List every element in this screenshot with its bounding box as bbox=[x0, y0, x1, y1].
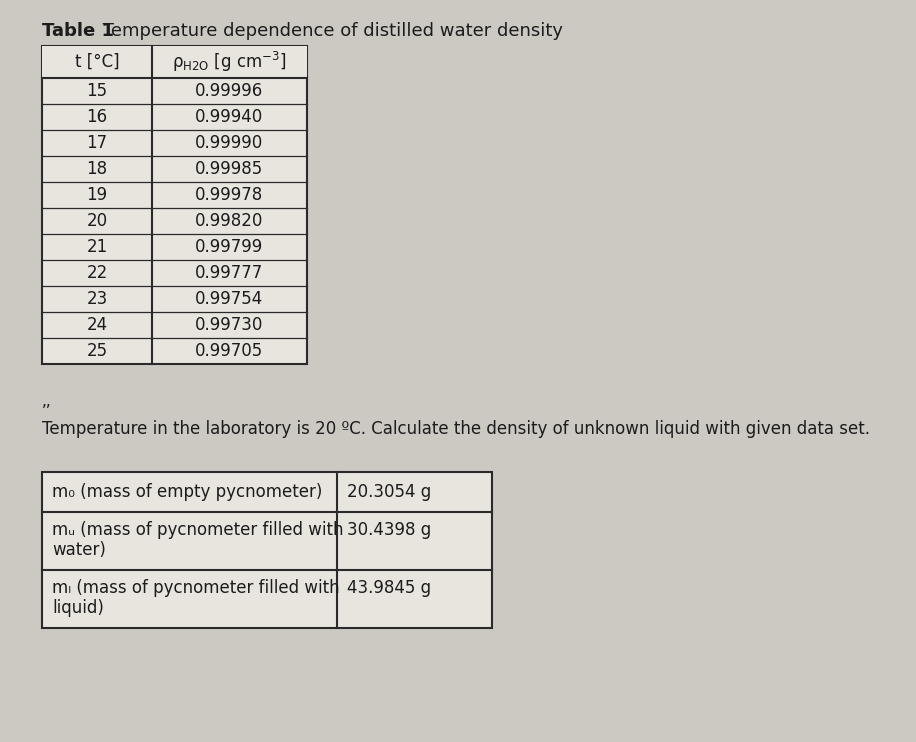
Text: 18: 18 bbox=[86, 160, 107, 178]
Bar bbox=[42, 46, 307, 78]
Text: 0.99705: 0.99705 bbox=[195, 342, 264, 360]
Text: $\mathregular{\rho_{H2O}}$ [g cm$^{-3}$]: $\mathregular{\rho_{H2O}}$ [g cm$^{-3}$] bbox=[172, 50, 287, 74]
Text: 0.99777: 0.99777 bbox=[195, 264, 264, 282]
Text: Temperature dependence of distilled water density: Temperature dependence of distilled wate… bbox=[97, 22, 563, 40]
Text: mₗ (mass of pycnometer filled with: mₗ (mass of pycnometer filled with bbox=[52, 579, 340, 597]
Text: 25: 25 bbox=[86, 342, 107, 360]
Text: 16: 16 bbox=[86, 108, 107, 126]
Text: 22: 22 bbox=[86, 264, 107, 282]
Text: 23: 23 bbox=[86, 290, 107, 308]
Text: 15: 15 bbox=[86, 82, 107, 100]
Text: 19: 19 bbox=[86, 186, 107, 204]
Text: mᵤ (mass of pycnometer filled with: mᵤ (mass of pycnometer filled with bbox=[52, 521, 344, 539]
Text: 24: 24 bbox=[86, 316, 107, 334]
Text: 20: 20 bbox=[86, 212, 107, 230]
Text: 21: 21 bbox=[86, 238, 107, 256]
Text: 30.4398 g: 30.4398 g bbox=[347, 521, 431, 539]
Text: 0.99996: 0.99996 bbox=[195, 82, 264, 100]
Text: 0.99940: 0.99940 bbox=[195, 108, 264, 126]
Text: m₀ (mass of empty pycnometer): m₀ (mass of empty pycnometer) bbox=[52, 483, 322, 501]
Text: 43.9845 g: 43.9845 g bbox=[347, 579, 431, 597]
Text: 0.99978: 0.99978 bbox=[195, 186, 264, 204]
Text: 0.99730: 0.99730 bbox=[195, 316, 264, 334]
Bar bbox=[42, 46, 307, 364]
Text: ,,: ,, bbox=[42, 394, 51, 409]
Text: t [°C]: t [°C] bbox=[75, 53, 119, 71]
Text: 17: 17 bbox=[86, 134, 107, 152]
Text: 0.99820: 0.99820 bbox=[195, 212, 264, 230]
Text: 20.3054 g: 20.3054 g bbox=[347, 483, 431, 501]
Text: Temperature in the laboratory is 20 ºC. Calculate the density of unknown liquid : Temperature in the laboratory is 20 ºC. … bbox=[42, 420, 870, 438]
Text: 0.99799: 0.99799 bbox=[195, 238, 264, 256]
Bar bbox=[42, 472, 492, 628]
Text: water): water) bbox=[52, 541, 106, 559]
Text: liquid): liquid) bbox=[52, 599, 104, 617]
Text: 0.99754: 0.99754 bbox=[195, 290, 264, 308]
Text: 0.99990: 0.99990 bbox=[195, 134, 264, 152]
Text: 0.99985: 0.99985 bbox=[195, 160, 264, 178]
Text: Table 1: Table 1 bbox=[42, 22, 114, 40]
